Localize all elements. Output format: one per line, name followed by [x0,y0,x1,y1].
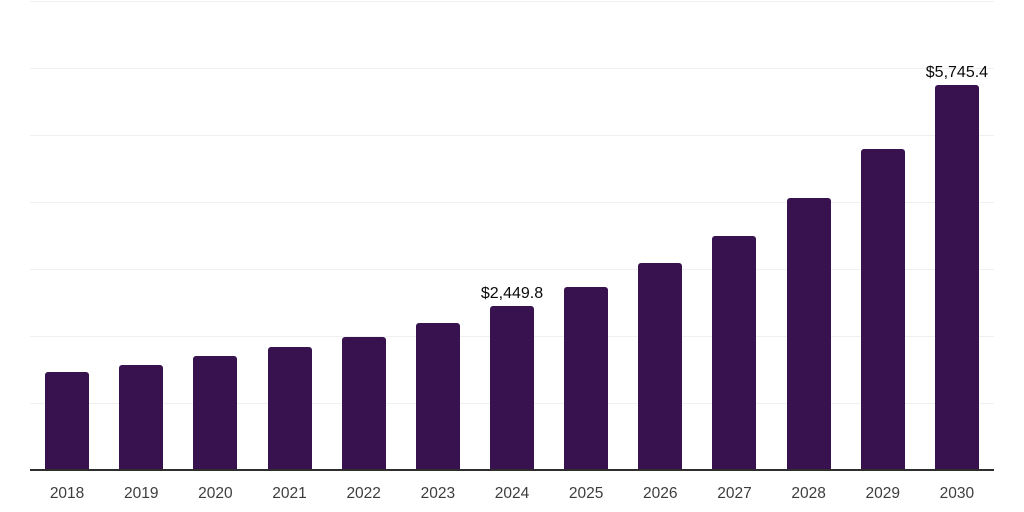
gridline [30,134,994,136]
gridline [30,67,994,69]
bar-2018[interactable] [45,372,90,470]
bar-2020[interactable] [193,356,238,470]
bar-2021[interactable] [267,347,312,470]
x-tick-label-2023: 2023 [420,485,456,502]
bar-2030[interactable] [934,85,979,470]
bar-2027[interactable] [712,236,757,470]
bar-2029[interactable] [860,149,905,470]
x-tick-label-2030: 2030 [939,485,975,502]
bar-2025[interactable] [564,287,609,470]
x-tick-label-2024: 2024 [494,485,530,502]
x-tick-label-2022: 2022 [346,485,381,502]
x-tick-label-2019: 2019 [123,485,159,502]
bar-value-label-2030: $5,745.4 [925,64,989,82]
gridline [30,0,994,2]
x-tick-label-2025: 2025 [568,485,604,502]
x-tick-label-2026: 2026 [643,485,678,502]
x-tick-label-2027: 2027 [717,485,752,502]
x-tick-label-2028: 2028 [791,485,826,502]
x-axis-line [30,469,994,471]
bar-value-label-2024: $2,449.8 [480,284,544,302]
x-tick-label-2018: 2018 [49,485,85,502]
bar-2026[interactable] [638,262,683,470]
bar-2023[interactable] [415,322,460,470]
bar-2022[interactable] [341,336,386,470]
gridline [30,201,994,203]
bar-2024[interactable] [490,305,534,470]
x-tick-label-2029: 2029 [865,485,900,502]
bar-2028[interactable] [786,197,831,470]
x-tick-label-2021: 2021 [272,485,307,502]
bar-2019[interactable] [119,364,164,470]
gridline [30,268,994,270]
x-tick-label-2020: 2020 [198,485,233,502]
